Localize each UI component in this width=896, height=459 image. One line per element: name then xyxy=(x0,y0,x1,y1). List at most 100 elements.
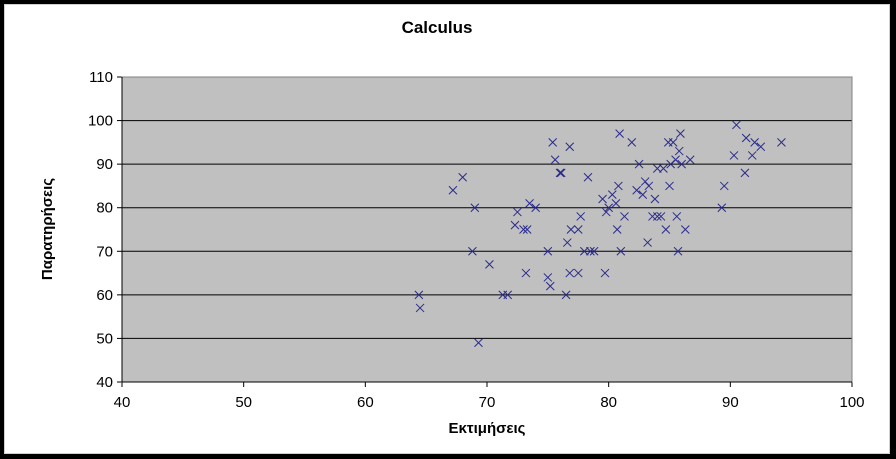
y-tick-label: 90 xyxy=(96,156,113,173)
data-point xyxy=(640,177,650,186)
data-point xyxy=(717,203,727,213)
data-point xyxy=(521,268,531,278)
data-point xyxy=(531,203,541,213)
data-point xyxy=(672,212,682,221)
data-point xyxy=(673,246,683,256)
data-point xyxy=(740,168,750,178)
data-point xyxy=(685,155,695,165)
data-point xyxy=(503,290,513,300)
data-point xyxy=(644,181,654,191)
chart-title: Calculus xyxy=(402,18,473,37)
data-point xyxy=(548,138,558,147)
data-point xyxy=(627,138,637,147)
data-point xyxy=(556,168,566,178)
data-point xyxy=(543,273,553,282)
data-point xyxy=(470,203,480,213)
data-point xyxy=(414,290,424,300)
x-tick-label: 70 xyxy=(479,394,496,411)
axes xyxy=(117,76,853,387)
data-point xyxy=(665,181,674,191)
data-point xyxy=(601,207,611,217)
x-axis-title: Εκτιμήσεις xyxy=(449,420,526,437)
data-point xyxy=(661,225,671,234)
data-point xyxy=(543,246,553,256)
data-point xyxy=(589,246,599,256)
data-point xyxy=(586,246,595,256)
data-point xyxy=(656,212,666,221)
data-point xyxy=(756,142,766,152)
y-tick-label: 50 xyxy=(96,330,113,347)
x-tick-label: 90 xyxy=(722,394,739,411)
data-point xyxy=(680,225,690,234)
data-point xyxy=(615,129,624,138)
x-tick-label: 80 xyxy=(600,394,617,411)
data-point xyxy=(729,151,739,160)
data-point xyxy=(650,194,660,204)
data-point xyxy=(750,138,760,147)
data-point xyxy=(611,199,621,208)
data-point xyxy=(614,181,623,191)
x-tick-label: 50 xyxy=(235,394,252,411)
data-point xyxy=(583,172,593,182)
y-tick-labels: 40 50 60 70 80 90 100 110 xyxy=(88,69,113,391)
data-points xyxy=(414,120,786,348)
data-point xyxy=(747,151,757,160)
data-point xyxy=(600,268,610,278)
data-point xyxy=(448,185,458,195)
data-point xyxy=(632,185,642,195)
data-point xyxy=(677,159,687,169)
data-point xyxy=(659,164,668,173)
data-point xyxy=(598,194,607,204)
data-point xyxy=(573,268,583,278)
data-point xyxy=(634,159,644,169)
x-tick-label: 40 xyxy=(114,394,131,411)
chart-frame: Calculus 40 50 60 70 80 90 100 110 40 50 60 70 80 90… xyxy=(4,4,890,454)
data-point xyxy=(741,133,751,143)
data-point xyxy=(561,290,571,300)
data-point xyxy=(573,225,583,234)
data-point xyxy=(777,138,786,147)
data-point xyxy=(565,268,575,278)
data-point xyxy=(519,225,528,234)
data-point xyxy=(510,220,520,230)
y-axis-title: Παρατηρήσεις xyxy=(39,178,56,280)
plot-area xyxy=(122,77,852,382)
data-point xyxy=(485,260,494,269)
data-point xyxy=(555,168,565,178)
data-point xyxy=(719,181,729,191)
data-point xyxy=(415,303,425,313)
data-point xyxy=(616,246,626,256)
data-point xyxy=(468,246,477,256)
y-tick-label: 110 xyxy=(89,69,113,86)
data-point xyxy=(562,238,572,247)
x-tick-label: 60 xyxy=(357,394,374,411)
data-point xyxy=(579,246,589,256)
y-tick-label: 60 xyxy=(96,287,113,304)
data-point xyxy=(676,129,685,138)
x-tick-labels: 40 50 60 70 80 90 100 xyxy=(114,394,865,411)
data-point xyxy=(671,155,680,165)
data-point xyxy=(620,212,629,221)
data-point xyxy=(522,225,532,234)
data-point xyxy=(565,142,575,152)
data-point xyxy=(576,212,586,221)
data-point xyxy=(638,190,648,199)
data-point xyxy=(525,199,534,208)
y-tick-label: 100 xyxy=(88,113,113,130)
data-point xyxy=(674,146,684,156)
data-point xyxy=(550,155,560,165)
y-tick-label: 70 xyxy=(96,243,113,260)
data-point xyxy=(566,225,576,234)
data-point xyxy=(474,338,483,348)
data-point xyxy=(607,190,617,199)
data-point xyxy=(612,225,622,234)
y-tick-label: 80 xyxy=(96,200,113,217)
y-tick-label: 40 xyxy=(96,374,113,391)
data-point xyxy=(513,207,522,217)
data-point xyxy=(643,238,652,247)
data-point xyxy=(652,212,662,221)
data-point xyxy=(652,164,662,173)
data-point xyxy=(604,203,614,213)
data-point xyxy=(732,120,741,130)
data-point xyxy=(458,172,468,182)
